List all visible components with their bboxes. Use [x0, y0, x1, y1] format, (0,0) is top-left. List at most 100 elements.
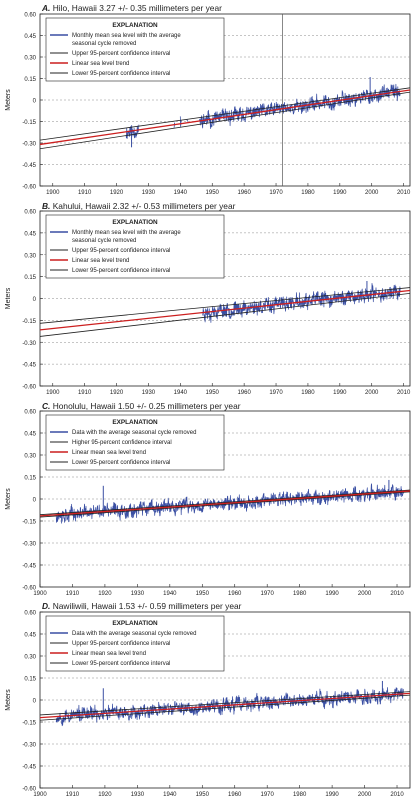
panel-4: D. Nawiliwili, Hawaii 1.53 +/- 0.59 mill… [5, 601, 411, 798]
legend: EXPLANATION Monthly mean sea level with t… [45, 17, 225, 82]
x-tick-label: 1900 [46, 390, 60, 396]
legend: EXPLANATION Data with the average seasona… [45, 414, 225, 471]
y-tick-label: -0.60 [22, 586, 36, 592]
x-tick-label: 2010 [397, 190, 411, 196]
y-tick-label: -0.15 [22, 721, 36, 727]
x-tick-label: 1970 [261, 591, 275, 597]
x-tick-label: 1920 [98, 792, 112, 798]
x-tick-label: 1910 [66, 792, 80, 798]
x-tick-label: 1940 [163, 792, 177, 798]
panel-1: A. Hilo, Hawaii 3.27 +/- 0.35 millimeter… [5, 3, 411, 196]
legend-entry: Upper 95-percent confidence interval [72, 51, 170, 57]
legend-box [45, 17, 225, 82]
y-tick-label: 0.45 [24, 633, 36, 639]
x-tick-label: 1970 [269, 390, 283, 396]
y-tick-label: 0.30 [24, 454, 36, 460]
x-tick-label: 1980 [301, 390, 315, 396]
y-tick-label: 0.60 [24, 210, 36, 216]
panel-letter: D. [42, 601, 53, 611]
y-tick-label: 0.15 [24, 275, 36, 281]
y-tick-label: 0 [33, 498, 37, 504]
panel-title: A. Hilo, Hawaii 3.27 +/- 0.35 millimeter… [41, 3, 222, 13]
y-tick-label: 0.60 [24, 13, 36, 19]
x-tick-label: 2000 [358, 792, 372, 798]
panel-title-text: Kahului, Hawaii 2.32 +/- 0.53 millimeter… [53, 201, 236, 211]
y-tick-label: 0.15 [24, 677, 36, 683]
x-tick-label: 2000 [365, 190, 379, 196]
x-tick-label: 1980 [293, 792, 307, 798]
panel-letter: A. [41, 3, 53, 13]
x-tick-label: 1950 [196, 792, 210, 798]
y-tick-label: 0 [33, 699, 37, 705]
linear-trend-line [39, 289, 411, 331]
legend-entry: Upper 95-percent confidence interval [72, 641, 170, 647]
legend-entry: Lower 95-percent confidence interval [72, 460, 170, 466]
x-tick-label: 1910 [78, 190, 92, 196]
panel-3: C. Honolulu, Hawaii 1.50 +/- 0.25 millim… [5, 401, 411, 597]
x-tick-label: 2010 [390, 792, 404, 798]
lower-confidence-line [39, 491, 411, 518]
x-tick-label: 1990 [325, 792, 339, 798]
upper-confidence-line [39, 87, 411, 141]
legend: EXPLANATION Monthly mean sea level with t… [45, 214, 225, 279]
legend-entry: Upper 95-percent confidence interval [72, 248, 170, 254]
linear-trend-line [39, 89, 411, 146]
y-tick-label: 0.45 [24, 231, 36, 237]
y-tick-label: -0.30 [22, 542, 36, 548]
y-tick-label: 0.30 [24, 56, 36, 62]
x-tick-label: 1950 [206, 190, 220, 196]
x-tick-label: 1960 [228, 591, 242, 597]
y-tick-label: -0.15 [22, 319, 36, 325]
x-tick-label: 1920 [98, 591, 112, 597]
panel-title: C. Honolulu, Hawaii 1.50 +/- 0.25 millim… [42, 401, 241, 411]
x-tick-label: 1990 [325, 591, 339, 597]
y-tick-label: -0.30 [22, 341, 36, 347]
monthly-sea-level-series [179, 116, 182, 127]
y-tick-label: -0.60 [22, 385, 36, 391]
upper-confidence-line [39, 287, 411, 324]
x-tick-label: 1940 [174, 390, 188, 396]
y-tick-label: -0.30 [22, 142, 36, 148]
x-tick-label: 2010 [390, 591, 404, 597]
y-tick-label: 0.45 [24, 34, 36, 40]
y-tick-label: 0 [33, 99, 37, 105]
x-tick-label: 1900 [33, 792, 47, 798]
monthly-sea-level-series [55, 687, 404, 727]
x-tick-label: 1970 [269, 190, 283, 196]
y-tick-label: -0.15 [22, 520, 36, 526]
y-tick-label: 0.45 [24, 432, 36, 438]
y-tick-label: -0.30 [22, 743, 36, 749]
x-tick-label: 1980 [301, 190, 315, 196]
legend-title: EXPLANATION [112, 219, 158, 226]
legend-entry: seasonal cycle removed [72, 238, 136, 244]
x-tick-label: 1990 [333, 390, 347, 396]
y-tick-label: -0.45 [22, 363, 36, 369]
panel-letter: C. [42, 401, 53, 411]
x-tick-label: 1990 [333, 190, 347, 196]
y-axis-label: Meters [5, 287, 12, 309]
legend-box [45, 615, 225, 672]
legend-entry: Lower 95-percent confidence interval [72, 268, 170, 274]
legend-entry: Linear sea level trend [72, 258, 129, 264]
legend-entry: Higher 95-percent confidence interval [72, 440, 172, 446]
y-axis-label: Meters [5, 689, 12, 711]
panel-title: D. Nawiliwili, Hawaii 1.53 +/- 0.59 mill… [42, 601, 242, 611]
x-tick-label: 2010 [397, 390, 411, 396]
y-tick-label: 0.15 [24, 77, 36, 83]
legend-entry: Linear sea level trend [72, 61, 129, 67]
legend-entry: Linear mean sea level trend [72, 651, 146, 657]
y-axis-label: Meters [5, 89, 12, 111]
legend-entry: Linear mean sea level trend [72, 450, 146, 456]
x-tick-label: 1950 [206, 390, 220, 396]
y-tick-label: 0.60 [24, 611, 36, 617]
legend-entry: Data with the average seasonal cycle rem… [72, 631, 196, 637]
y-tick-label: 0.30 [24, 655, 36, 661]
linear-trend-line [39, 692, 411, 719]
legend-entry: seasonal cycle removed [72, 41, 136, 47]
x-tick-label: 1910 [66, 591, 80, 597]
y-axis-label: Meters [5, 488, 12, 510]
y-tick-label: 0.30 [24, 253, 36, 259]
x-tick-label: 1900 [33, 591, 47, 597]
y-tick-label: -0.45 [22, 163, 36, 169]
